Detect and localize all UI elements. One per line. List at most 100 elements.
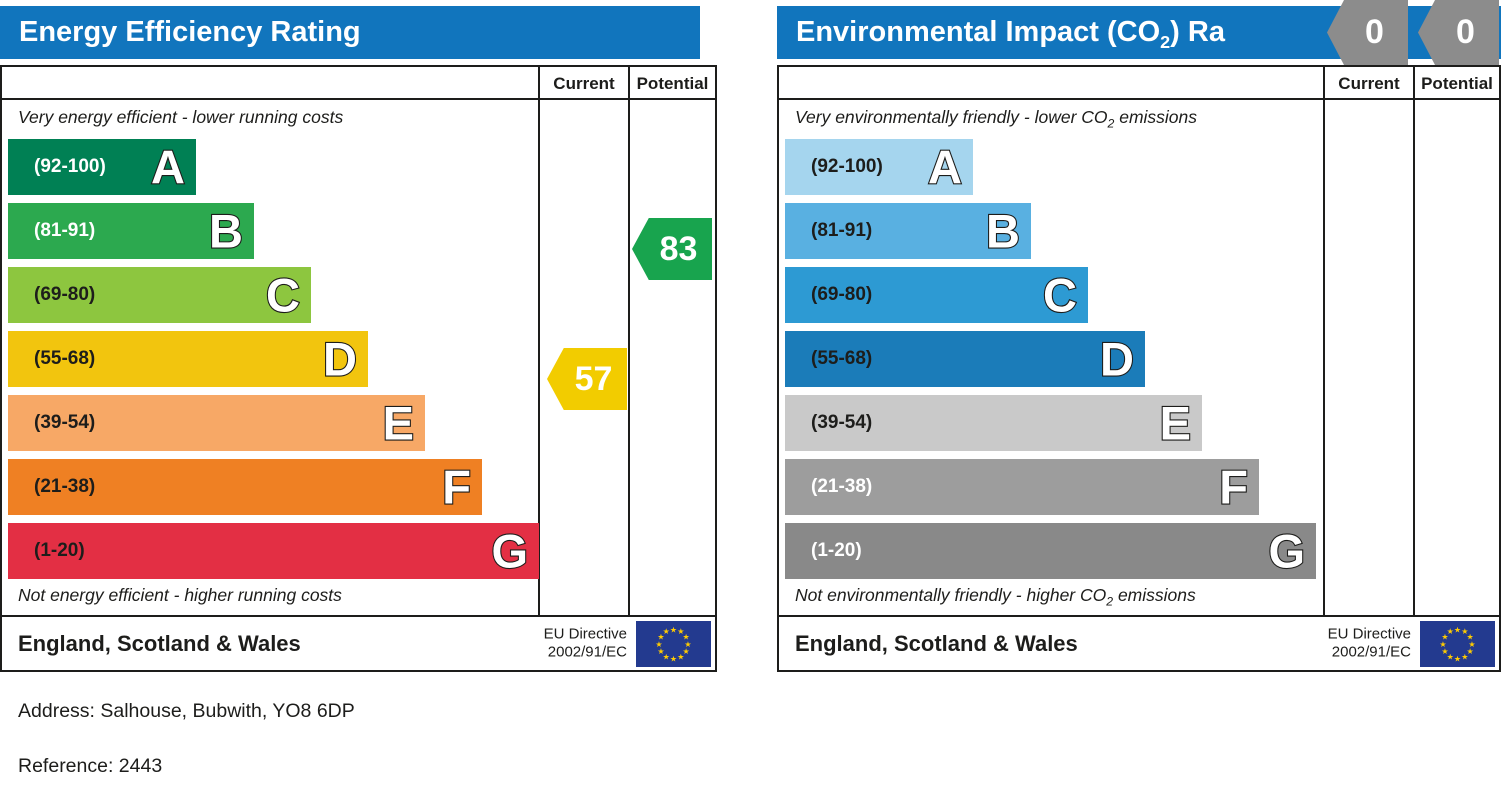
band-letter: B	[985, 204, 1021, 258]
svg-text:★: ★	[684, 640, 691, 649]
band-letter: G	[1267, 524, 1306, 578]
table-header-row: Current Potential	[2, 67, 715, 100]
co2-current-value: 0	[1365, 13, 1384, 51]
svg-text:★: ★	[683, 647, 690, 656]
column-divider	[628, 67, 630, 615]
band-c: (69-80) C	[8, 267, 311, 323]
band-letter: C	[1042, 268, 1078, 322]
band-range: (1-20)	[34, 540, 85, 561]
band-letter: D	[1099, 332, 1135, 386]
eu-directive-line1: EU Directive	[1327, 624, 1411, 642]
band-range: (39-54)	[811, 412, 873, 433]
energy-efficiency-table: Current Potential Very energy efficient …	[0, 65, 717, 672]
potential-column-header: Potential	[1421, 74, 1493, 93]
svg-text:★: ★	[1461, 627, 1468, 636]
band-letter: E	[382, 396, 416, 450]
band-range: (21-38)	[811, 476, 873, 497]
band-range: (1-20)	[811, 540, 862, 561]
svg-text:★: ★	[670, 654, 677, 663]
band-a: (92-100) A	[785, 139, 973, 195]
svg-text:★: ★	[1454, 654, 1461, 663]
svg-text:★: ★	[1467, 633, 1474, 642]
reference-line: Reference: 2443	[18, 755, 163, 777]
eu-directive-line2: 2002/91/EC	[1331, 643, 1411, 661]
band-b: (81-91) B	[785, 203, 1031, 259]
band-letter: E	[1159, 396, 1193, 450]
band-range: (69-80)	[811, 284, 873, 305]
eu-flag-stars: ★ ★ ★★ ★★ ★★ ★★ ★★	[655, 625, 691, 663]
band-letter: A	[927, 140, 963, 194]
band-g: (1-20) G	[8, 523, 539, 579]
band-e: (39-54) E	[785, 395, 1202, 451]
potential-rating-value: 83	[659, 229, 698, 268]
eu-flag-icon: ★ ★ ★★ ★★ ★★ ★★ ★★	[636, 621, 711, 667]
eu-directive-line1: EU Directive	[543, 624, 627, 642]
current-column-header: Current	[553, 74, 615, 93]
column-divider	[1323, 67, 1325, 615]
band-range: (55-68)	[811, 348, 873, 369]
band-f: (21-38) F	[8, 459, 482, 515]
svg-text:★: ★	[1454, 625, 1461, 634]
potential-column-header: Potential	[636, 74, 709, 93]
band-d: (55-68) D	[8, 331, 368, 387]
top-note: Very environmentally friendly - lower CO…	[795, 107, 1198, 131]
svg-text:★: ★	[1447, 627, 1454, 636]
svg-text:★: ★	[1447, 652, 1454, 661]
current-rating-value: 57	[574, 359, 613, 398]
band-letter: A	[150, 140, 186, 194]
band-letter: D	[322, 332, 358, 386]
svg-text:★: ★	[677, 652, 684, 661]
environmental-impact-table: Current Potential Very environmentally f…	[777, 65, 1501, 672]
band-e: (39-54) E	[8, 395, 425, 451]
address-line: Address: Salhouse, Bubwith, YO8 6DP	[18, 700, 355, 722]
band-c: (69-80) C	[785, 267, 1088, 323]
top-note: Very energy efficient - lower running co…	[18, 107, 344, 127]
energy-efficiency-title: Energy Efficiency Rating	[19, 16, 361, 48]
eu-directive-label: EU Directive 2002/91/EC	[544, 625, 627, 663]
current-rating-marker: 57	[547, 348, 627, 410]
current-column-header: Current	[1338, 74, 1400, 93]
eu-flag-icon: ★ ★ ★★ ★★ ★★ ★★ ★★	[1420, 621, 1495, 667]
bottom-note: Not environmentally friendly - higher CO…	[795, 585, 1196, 609]
table-footer: England, Scotland & Wales EU Directive 2…	[2, 615, 715, 670]
band-b: (81-91) B	[8, 203, 254, 259]
svg-text:★: ★	[663, 652, 670, 661]
environmental-impact-title: Environmental Impact (CO2) Ra	[796, 16, 1225, 52]
band-range: (81-91)	[34, 220, 96, 241]
band-range: (92-100)	[811, 156, 883, 177]
eu-directive-label: EU Directive 2002/91/EC	[1328, 625, 1411, 663]
band-range: (39-54)	[34, 412, 96, 433]
band-range: (55-68)	[34, 348, 96, 369]
band-letter: F	[441, 460, 472, 514]
potential-rating-marker: 83	[632, 218, 712, 280]
eu-directive-line2: 2002/91/EC	[547, 643, 627, 661]
svg-text:★: ★	[657, 647, 664, 656]
svg-text:★: ★	[1468, 640, 1475, 649]
svg-text:★: ★	[683, 633, 690, 642]
energy-efficiency-chart: Energy Efficiency Rating Current Potenti…	[0, 0, 717, 672]
band-letter: B	[208, 204, 244, 258]
region-label: England, Scotland & Wales	[795, 630, 1078, 656]
column-divider	[1413, 67, 1415, 615]
eu-flag-stars: ★ ★ ★★ ★★ ★★ ★★ ★★	[1439, 625, 1475, 663]
svg-text:★: ★	[677, 627, 684, 636]
region-label: England, Scotland & Wales	[18, 630, 301, 656]
table-header-row: Current Potential	[779, 67, 1499, 100]
svg-text:★: ★	[1467, 647, 1474, 656]
band-range: (21-38)	[34, 476, 96, 497]
column-divider	[538, 67, 540, 615]
svg-text:★: ★	[657, 633, 664, 642]
svg-text:★: ★	[1439, 640, 1446, 649]
band-letter: G	[490, 524, 529, 578]
band-range: (92-100)	[34, 156, 106, 177]
environmental-impact-chart: Environmental Impact (CO2) Ra 0 0 Curren…	[777, 0, 1501, 672]
svg-text:★: ★	[655, 640, 662, 649]
co2-potential-badge: 0	[1418, 0, 1499, 65]
svg-text:★: ★	[670, 625, 677, 634]
co2-current-badge: 0	[1327, 0, 1408, 65]
table-footer: England, Scotland & Wales EU Directive 2…	[779, 615, 1499, 670]
svg-text:★: ★	[1441, 647, 1448, 656]
svg-text:★: ★	[1461, 652, 1468, 661]
band-a: (92-100) A	[8, 139, 196, 195]
